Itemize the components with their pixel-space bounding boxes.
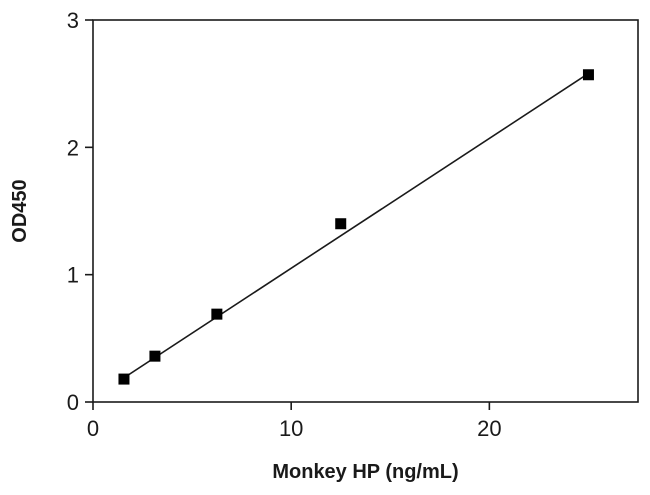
- x-tick-label: 20: [477, 416, 501, 441]
- y-tick-label: 1: [67, 263, 79, 288]
- plot-border: [92, 19, 639, 403]
- x-tick-label: 0: [87, 416, 99, 441]
- linear-fit-line: [123, 72, 589, 379]
- data-point: [335, 218, 347, 230]
- y-tick-label: 0: [67, 390, 79, 415]
- fit-line-layer: [123, 72, 589, 379]
- data-points-layer: [118, 69, 594, 385]
- data-point: [582, 69, 594, 81]
- x-axis-title: Monkey HP (ng/mL): [272, 461, 458, 483]
- y-tick-label: 2: [67, 135, 79, 160]
- x-axis-ticks: 0 10 20: [87, 402, 502, 441]
- y-axis-ticks: 0 1 2 3: [67, 8, 93, 415]
- x-tick-label: 10: [279, 416, 303, 441]
- data-point: [149, 350, 161, 362]
- data-point: [211, 308, 223, 320]
- data-point: [118, 373, 130, 385]
- y-tick-label: 3: [67, 8, 79, 33]
- plot-frame: [92, 19, 639, 403]
- y-axis-title: OD450: [9, 179, 31, 242]
